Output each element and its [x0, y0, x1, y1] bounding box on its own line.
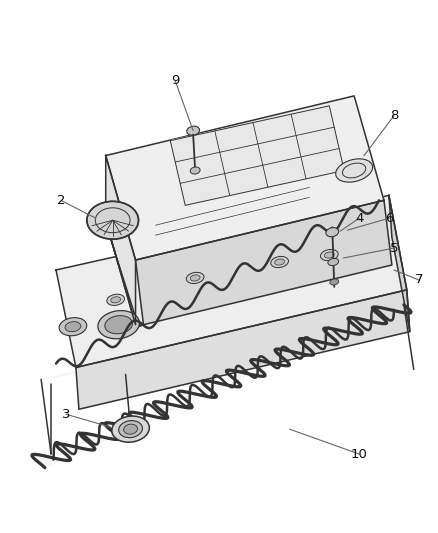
- Ellipse shape: [325, 252, 334, 258]
- Ellipse shape: [336, 159, 373, 182]
- Ellipse shape: [328, 259, 339, 265]
- Ellipse shape: [186, 272, 204, 284]
- Text: 3: 3: [62, 408, 70, 421]
- Polygon shape: [56, 196, 407, 367]
- Text: 5: 5: [390, 241, 398, 255]
- Ellipse shape: [87, 201, 138, 239]
- Ellipse shape: [111, 297, 120, 303]
- Ellipse shape: [330, 279, 339, 285]
- Polygon shape: [135, 200, 392, 325]
- Ellipse shape: [271, 256, 289, 268]
- Ellipse shape: [105, 316, 132, 334]
- Ellipse shape: [124, 424, 138, 434]
- Text: 8: 8: [390, 109, 398, 122]
- Ellipse shape: [119, 421, 142, 438]
- Ellipse shape: [112, 416, 149, 442]
- Ellipse shape: [65, 321, 81, 332]
- Ellipse shape: [190, 167, 200, 174]
- Polygon shape: [106, 156, 135, 325]
- Ellipse shape: [275, 259, 285, 265]
- Ellipse shape: [190, 275, 200, 281]
- Text: 7: 7: [414, 273, 423, 286]
- Polygon shape: [106, 96, 384, 260]
- Ellipse shape: [59, 318, 87, 336]
- Polygon shape: [389, 196, 410, 332]
- Text: 6: 6: [385, 212, 393, 225]
- Text: 9: 9: [171, 75, 180, 87]
- Ellipse shape: [326, 228, 339, 237]
- Ellipse shape: [187, 126, 200, 135]
- Ellipse shape: [98, 311, 139, 339]
- Polygon shape: [106, 220, 144, 327]
- Text: 10: 10: [351, 448, 367, 461]
- Ellipse shape: [321, 249, 338, 261]
- Text: 4: 4: [355, 212, 363, 225]
- Polygon shape: [170, 106, 344, 205]
- Polygon shape: [32, 305, 411, 468]
- Text: 2: 2: [57, 194, 65, 207]
- Ellipse shape: [107, 294, 124, 305]
- Polygon shape: [76, 290, 410, 409]
